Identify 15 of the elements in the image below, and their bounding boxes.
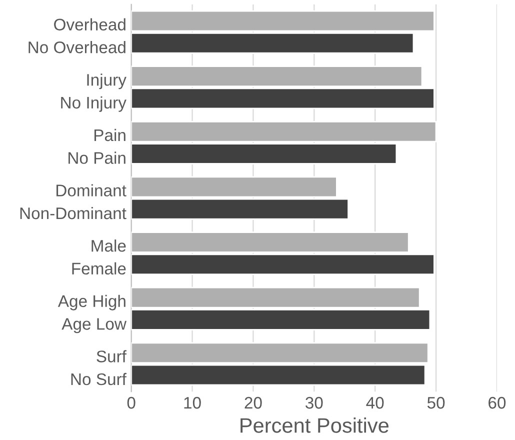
y-tick-label: Overhead No Overhead [28,18,126,54]
x-tick-label: 30 [306,396,323,409]
y-tick-label: Injury No Injury [61,74,126,112]
y-tick-label: Surf No Surf [71,350,126,386]
y-tick-label: Pain No Pain [68,128,126,164]
x-axis-title: Percent Positive [240,418,388,433]
x-tick-label: 20 [244,396,262,409]
x-tick-label: 50 [427,396,445,409]
x-tick-label: 60 [488,396,506,409]
x-tick-label: 10 [184,396,201,409]
x-tick-label: 0 [127,396,136,409]
y-tick-label: Age High Age Low [58,294,127,334]
x-tick-label: 40 [366,396,384,409]
y-tick-label: Dominant Non-Dominant [20,184,126,220]
y-tick-label: Male Female [72,240,126,275]
